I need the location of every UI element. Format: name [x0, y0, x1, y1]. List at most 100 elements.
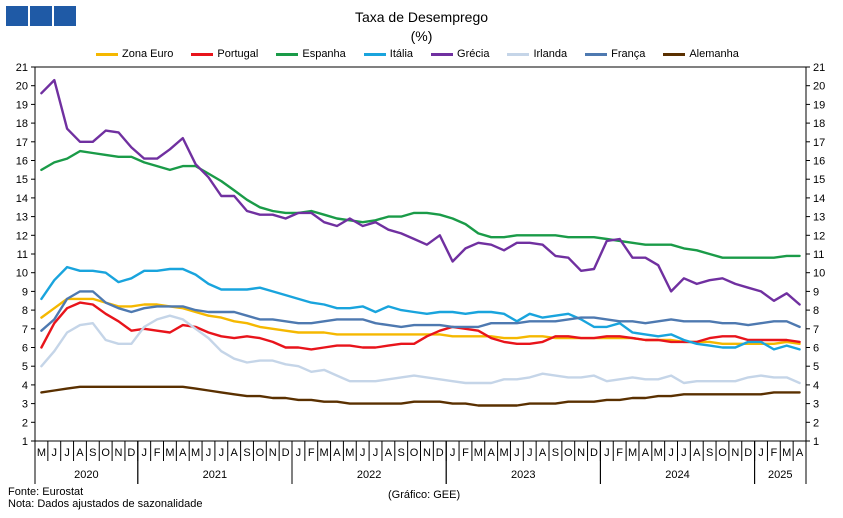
legend-item: Alemanha [663, 48, 739, 60]
x-tick-label: J [373, 447, 379, 459]
logo-block [54, 6, 76, 26]
y-tick-label-left: 10 [16, 268, 28, 280]
x-tick-label: J [219, 447, 225, 459]
year-label: 2024 [665, 469, 689, 481]
series-line [40, 265, 801, 351]
x-tick-label: M [165, 447, 174, 459]
chart-legend: Zona Euro Portugal Espanha Itália Grécia Irla… [96, 48, 757, 60]
x-tick-label: N [423, 447, 431, 459]
y-tick-label-right: 11 [813, 249, 824, 261]
legend-swatch [663, 52, 686, 56]
legend-item: Grécia [431, 48, 489, 60]
y-tick-label-right: 21 [813, 62, 825, 74]
x-tick-label: D [436, 447, 444, 459]
x-tick-label: O [256, 447, 265, 459]
x-tick-label: A [642, 447, 650, 459]
legend-item: França [585, 48, 645, 60]
legend-swatch [585, 52, 608, 56]
x-tick-label: M [654, 447, 663, 459]
x-tick-label: F [771, 447, 778, 459]
x-tick-label: A [539, 447, 547, 459]
legend-swatch [191, 52, 214, 56]
adjustment-note: Nota: Dados ajustados de sazonalidade [8, 498, 203, 510]
x-tick-label: O [101, 447, 110, 459]
x-tick-label: J [604, 447, 610, 459]
legend-label: Grécia [457, 48, 490, 60]
gee-logo [6, 6, 76, 26]
x-tick-label: A [693, 447, 701, 459]
y-tick-label-right: 14 [813, 193, 825, 205]
y-tick-label-left: 21 [16, 62, 28, 74]
y-tick-label-left: 13 [16, 212, 28, 224]
x-tick-label: J [52, 447, 58, 459]
x-tick-label: F [154, 447, 161, 459]
x-tick-label: F [308, 447, 315, 459]
x-tick-label: M [782, 447, 791, 459]
year-label: 2021 [203, 469, 227, 481]
plot-frame [34, 66, 807, 442]
legend-item: Portugal [191, 48, 258, 60]
y-tick-label-right: 18 [813, 118, 825, 130]
series-line [40, 314, 801, 385]
y-tick-label-right: 10 [813, 268, 825, 280]
y-tick-label-right: 2 [813, 417, 819, 429]
legend-swatch [276, 52, 299, 56]
x-tick-label: A [796, 447, 804, 459]
y-tick-label-right: 1 [813, 436, 819, 448]
y-tick-label-right: 20 [813, 81, 825, 93]
legend-label: Zona Euro [122, 48, 174, 60]
y-tick-label-left: 16 [16, 156, 28, 168]
y-tick-label-right: 9 [813, 286, 819, 298]
x-tick-label: J [514, 447, 520, 459]
y-tick-label-left: 19 [16, 99, 28, 111]
legend-item: Zona Euro [96, 48, 173, 60]
y-tick-label-left: 17 [16, 137, 28, 149]
y-tick-label-right: 8 [813, 305, 819, 317]
x-tick-label: N [577, 447, 585, 459]
y-tick-label-right: 3 [813, 399, 819, 411]
x-tick-label: J [450, 447, 456, 459]
x-tick-label: D [590, 447, 598, 459]
x-tick-label: J [668, 447, 674, 459]
legend-label: Espanha [302, 48, 346, 60]
logo-block [30, 6, 52, 26]
chart-subtitle: (%) [410, 28, 433, 44]
legend-swatch [507, 52, 530, 56]
series-line [40, 290, 801, 332]
legend-item: Itália [363, 48, 414, 60]
x-tick-label: O [410, 447, 419, 459]
y-tick-label-left: 8 [22, 305, 28, 317]
x-tick-label: M [628, 447, 637, 459]
y-tick-label-right: 16 [813, 156, 825, 168]
x-tick-label: M [474, 447, 483, 459]
y-tick-label-left: 12 [16, 230, 28, 242]
x-tick-label: J [64, 447, 70, 459]
year-label: 2023 [511, 469, 535, 481]
legend-swatch [363, 52, 386, 56]
year-label: 2025 [768, 469, 792, 481]
chart-title: Taxa de Desemprego [354, 9, 489, 25]
x-tick-label: F [462, 447, 469, 459]
y-tick-label-right: 13 [813, 212, 825, 224]
chart-credit: (Gráfico: GEE) [388, 489, 461, 501]
legend-item: Irlanda [507, 48, 567, 60]
y-tick-label-right: 4 [813, 380, 819, 392]
y-tick-label-right: 19 [813, 99, 825, 111]
y-tick-label-left: 3 [22, 399, 28, 411]
x-tick-label: M [191, 447, 200, 459]
x-tick-label: D [127, 447, 135, 459]
source-note: Fonte: Eurostat [8, 486, 84, 498]
x-tick-label: A [333, 447, 341, 459]
x-tick-label: A [76, 447, 84, 459]
series-line [40, 78, 801, 306]
legend-label: Alemanha [689, 48, 739, 60]
legend-label: Itália [389, 48, 414, 60]
y-tick-label-right: 7 [813, 324, 819, 336]
x-tick-label: J [141, 447, 147, 459]
series-line [40, 385, 801, 407]
y-tick-label-left: 20 [16, 81, 28, 93]
y-tick-label-right: 6 [813, 343, 819, 355]
y-tick-label-right: 12 [813, 230, 825, 242]
x-tick-label: M [320, 447, 329, 459]
